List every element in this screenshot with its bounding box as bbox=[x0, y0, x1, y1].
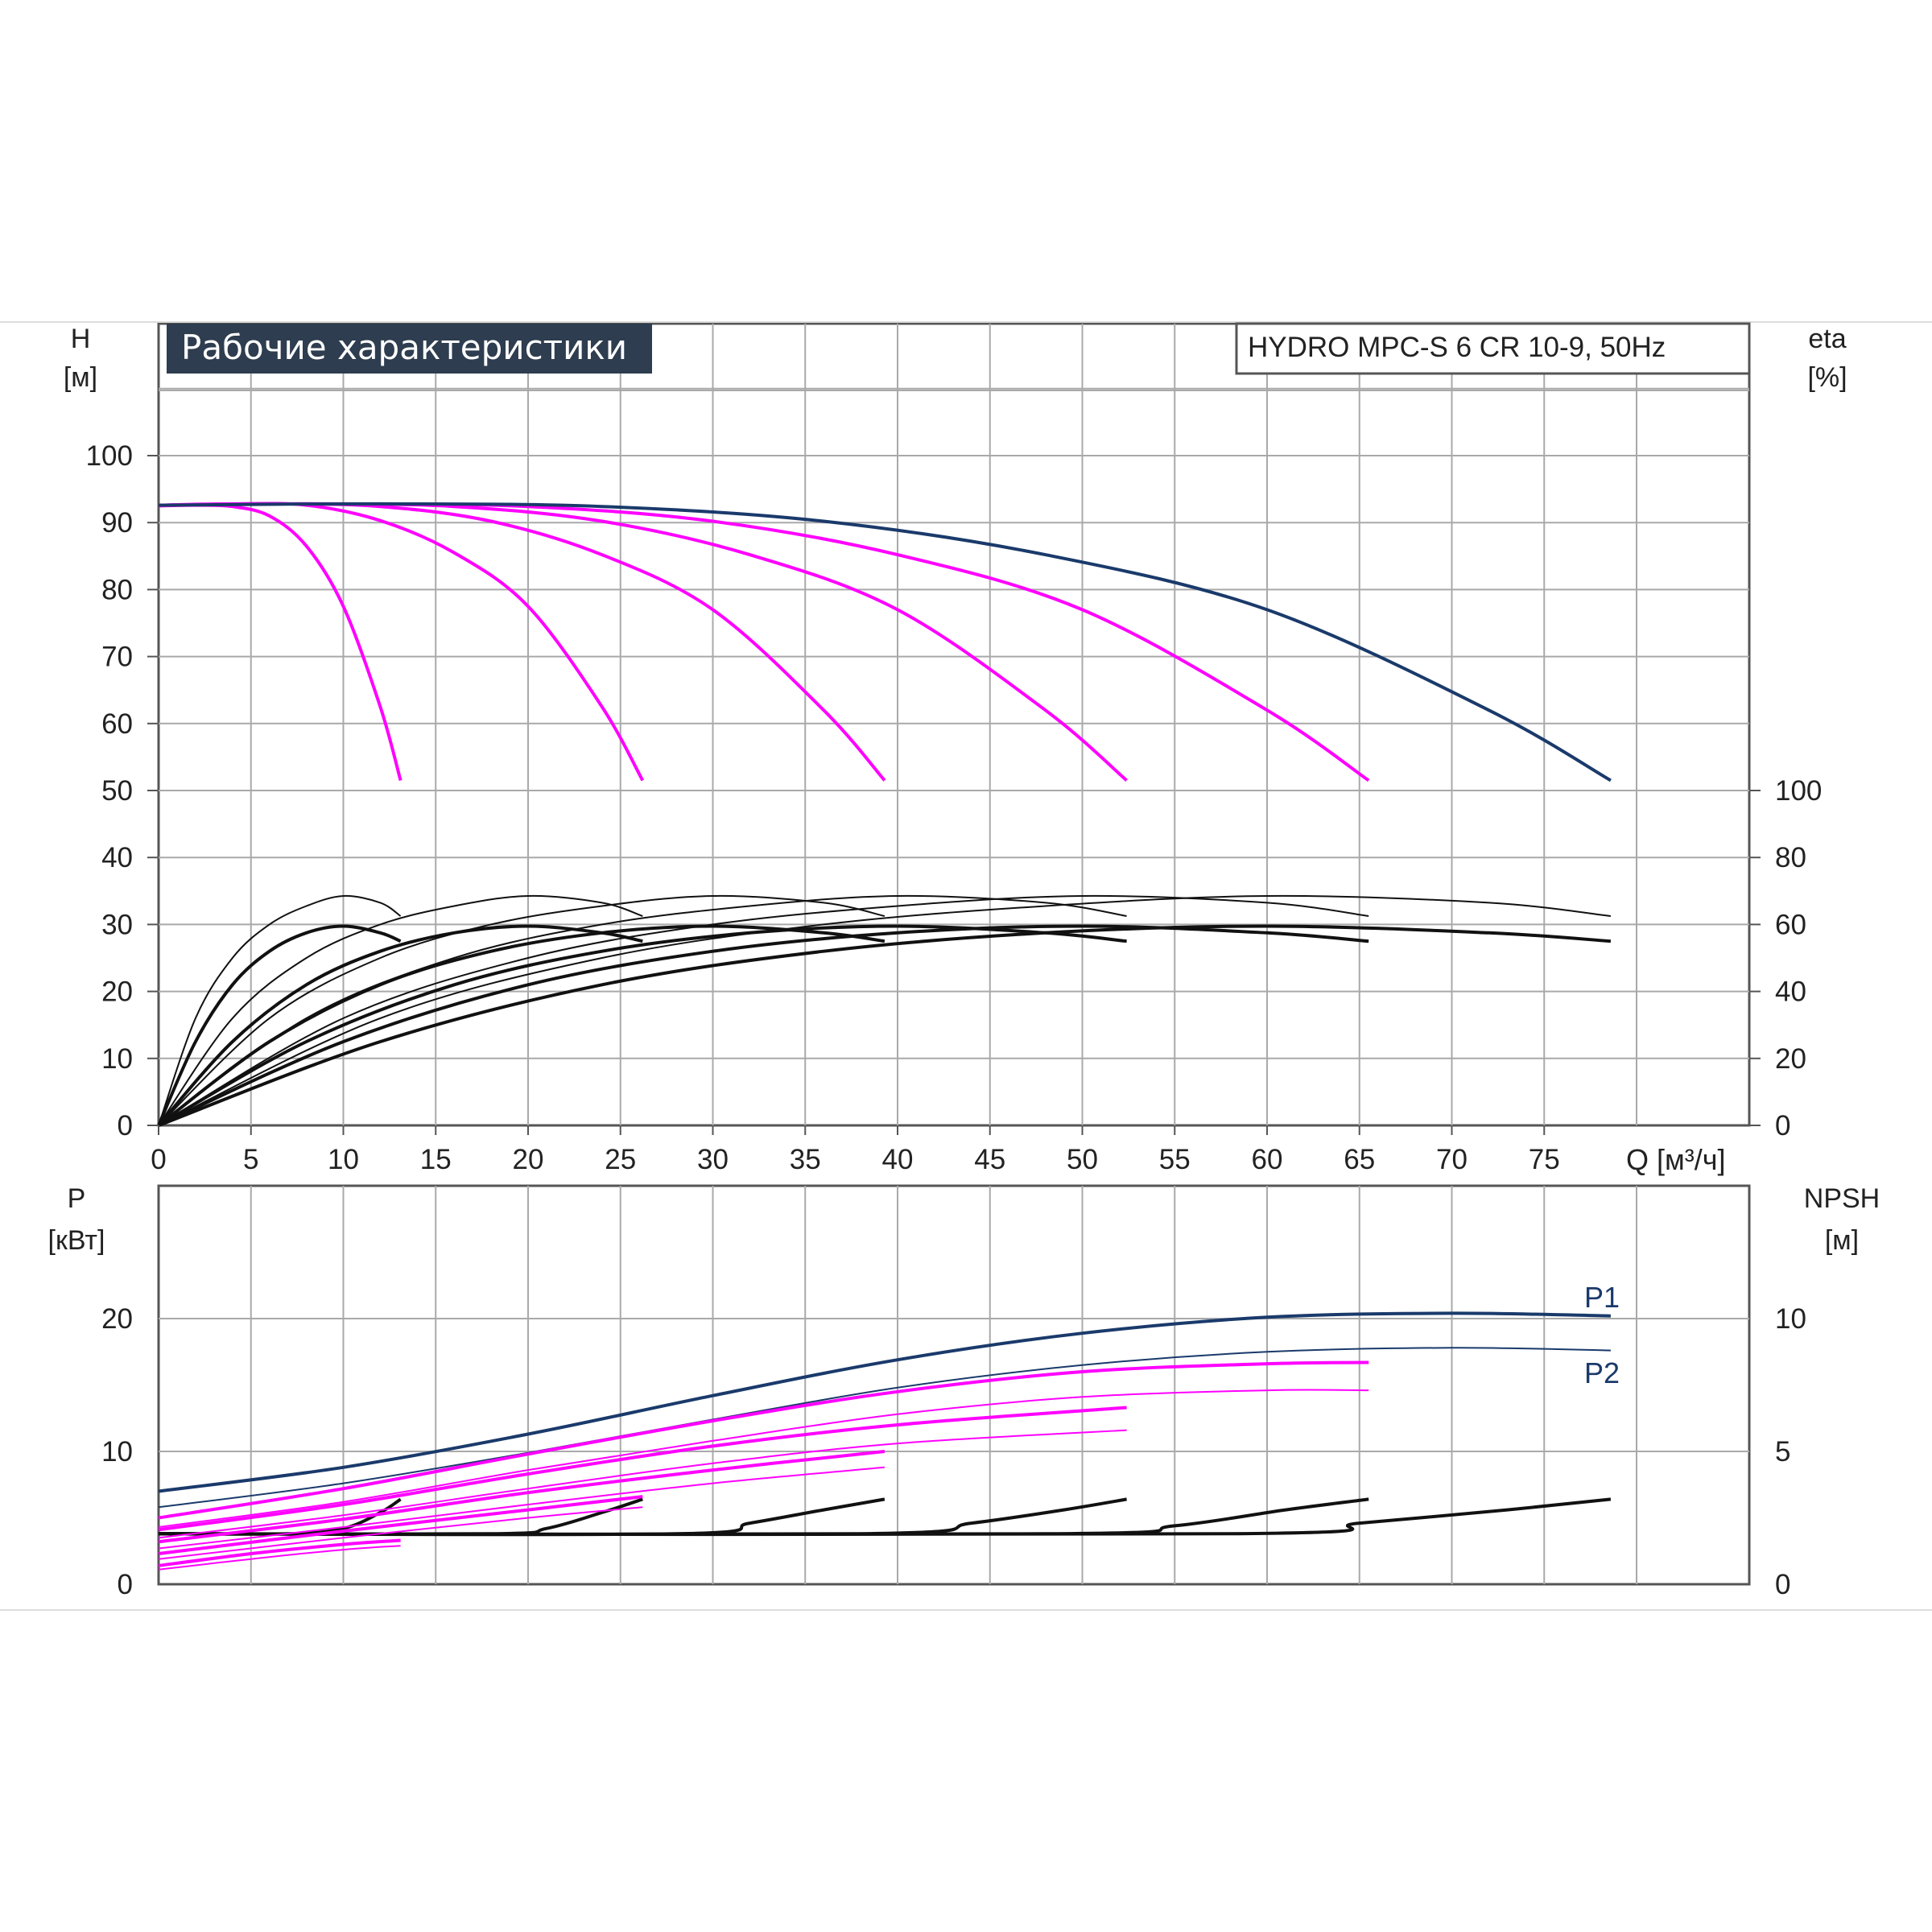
efficiency-curve bbox=[158, 894, 643, 1126]
x-tick-label: 55 bbox=[1159, 1144, 1191, 1175]
bottom-chart-grid bbox=[0, 1184, 1932, 1611]
x-tick-label: 15 bbox=[420, 1144, 452, 1175]
efficiency-curve bbox=[158, 894, 886, 1126]
efficiency-curve bbox=[158, 894, 402, 1126]
x-tick-label: 65 bbox=[1344, 1144, 1375, 1175]
head-tick-label: 80 bbox=[101, 574, 133, 605]
power-curve bbox=[158, 1466, 885, 1550]
model-label: HYDRO MPC-S 6 CR 10-9, 50Hz bbox=[1248, 332, 1666, 363]
x-tick-label: 75 bbox=[1529, 1144, 1560, 1175]
npsh-tick-label: 5 bbox=[1775, 1436, 1790, 1468]
model-label-box: HYDRO MPC-S 6 CR 10-9, 50Hz bbox=[1235, 322, 1751, 375]
efficiency-tick-label: 0 bbox=[1775, 1110, 1790, 1141]
efficiency-axis-unit: [%] bbox=[1807, 362, 1847, 393]
chart-title-background bbox=[167, 324, 652, 374]
model-label-frame bbox=[1235, 322, 1751, 375]
npsh-tick-label: 10 bbox=[1775, 1303, 1806, 1335]
efficiency-curve bbox=[158, 924, 1612, 1127]
head-tick-label: 20 bbox=[101, 976, 133, 1008]
efficiency-tick-label: 80 bbox=[1775, 842, 1806, 873]
x-tick-label: 0 bbox=[151, 1144, 166, 1175]
power-curve bbox=[158, 1389, 1369, 1528]
power-curve-p1 bbox=[158, 1311, 1611, 1493]
efficiency-tick-label: 20 bbox=[1775, 1043, 1806, 1075]
power-curve bbox=[158, 1538, 401, 1567]
head-tick-label: 70 bbox=[101, 642, 133, 673]
p2-series-label: P2 bbox=[1584, 1356, 1620, 1389]
efficiency-curve bbox=[157, 924, 643, 1127]
x-tick-label: 35 bbox=[790, 1144, 821, 1175]
efficiency-tick-label: 40 bbox=[1775, 976, 1806, 1008]
efficiency-curve bbox=[158, 894, 1612, 1126]
head-tick-label: 30 bbox=[101, 909, 133, 940]
head-tick-label: 40 bbox=[101, 842, 133, 873]
power-axis-unit: [кВт] bbox=[48, 1225, 105, 1256]
chart-title: Рабочие характеристики bbox=[181, 328, 627, 367]
npsh-tick-label: 0 bbox=[1775, 1569, 1790, 1600]
head-tick-label: 100 bbox=[86, 440, 133, 472]
x-tick-label: 25 bbox=[605, 1144, 636, 1175]
power-curve bbox=[158, 1429, 1127, 1539]
power-curve bbox=[158, 1450, 886, 1544]
x-tick-label: 40 bbox=[882, 1144, 914, 1175]
power-tick-label: 10 bbox=[101, 1436, 133, 1468]
x-tick-label: 10 bbox=[328, 1144, 359, 1175]
head-axis-name: H bbox=[71, 324, 91, 354]
tick-labels: 0 5 10 15 20 25 30 35 40 45 50 55 60 65 70 750102030405… bbox=[86, 440, 1823, 1600]
x-tick-label: 50 bbox=[1067, 1144, 1098, 1175]
x-tick-label: 60 bbox=[1252, 1144, 1283, 1175]
x-tick-label: 45 bbox=[974, 1144, 1005, 1175]
head-tick-label: 10 bbox=[101, 1043, 133, 1075]
efficiency-tick-label: 60 bbox=[1775, 909, 1806, 940]
head-tick-label: 60 bbox=[101, 708, 133, 740]
p1-series-label: P1 bbox=[1584, 1281, 1620, 1314]
x-tick-label: 20 bbox=[513, 1144, 544, 1175]
top-chart-grid bbox=[0, 321, 1932, 1127]
efficiency-curve bbox=[158, 894, 1369, 1126]
efficiency-axis-name: eta bbox=[1808, 324, 1846, 354]
power-axis-name: P bbox=[68, 1183, 86, 1214]
efficiency-curves bbox=[157, 894, 1612, 1127]
flow-axis-label: Q [м³/ч] bbox=[1626, 1143, 1726, 1176]
x-tick-label: 30 bbox=[697, 1144, 729, 1175]
power-curve bbox=[158, 1506, 643, 1560]
power-curves bbox=[158, 1311, 1611, 1571]
power-tick-label: 0 bbox=[118, 1569, 133, 1600]
power-tick-label: 20 bbox=[101, 1303, 133, 1335]
efficiency-tick-label: 100 bbox=[1775, 775, 1822, 807]
efficiency-curve bbox=[158, 924, 1369, 1127]
power-curve-p2 bbox=[158, 1347, 1611, 1509]
head-tick-label: 50 bbox=[101, 775, 133, 807]
head-curves bbox=[158, 502, 1612, 782]
efficiency-curve bbox=[157, 924, 402, 1126]
npsh-curve bbox=[158, 1497, 1612, 1537]
efficiency-curve bbox=[158, 924, 1127, 1127]
power-curve bbox=[158, 1545, 401, 1571]
head-curve-max bbox=[158, 502, 1612, 782]
power-curve bbox=[158, 1360, 1369, 1520]
chart-title-badge: Рабочие характеристики bbox=[167, 324, 652, 374]
npsh-axis-name: NPSH bbox=[1804, 1183, 1880, 1214]
npsh-axis-unit: [м] bbox=[1825, 1225, 1859, 1256]
head-tick-label: 90 bbox=[101, 507, 133, 539]
x-tick-label: 5 bbox=[243, 1144, 258, 1175]
head-tick-label: 0 bbox=[118, 1110, 133, 1141]
x-tick-label: 70 bbox=[1436, 1144, 1468, 1175]
power-curve bbox=[158, 1406, 1127, 1532]
head-axis-unit: [м] bbox=[64, 362, 97, 393]
power-curve bbox=[158, 1495, 643, 1555]
